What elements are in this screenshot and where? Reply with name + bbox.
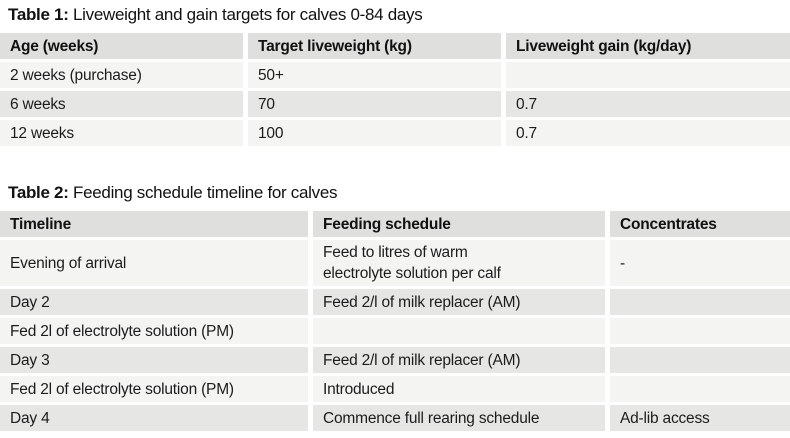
table-cell: Feed 2/l of milk replacer (AM) [313,289,605,315]
table-cell: 0.7 [506,91,790,117]
table-row: Day 3 Feed 2/l of milk replacer (AM) [0,347,790,373]
table-cell: Commence full rearing schedule [313,405,605,431]
table-cell: Ad-lib access [610,405,790,431]
table-cell: Feed 2/l of milk replacer (AM) [313,347,605,373]
table-cell: Day 3 [0,347,308,373]
table1-col-header-age: Age (weeks) [0,33,243,59]
table-cell: Fed 2l of electrolyte solution (PM) [0,318,308,344]
table2-col-header-timeline: Timeline [0,211,308,237]
table-cell [610,289,790,315]
table-row: Day 2 Feed 2/l of milk replacer (AM) [0,289,790,315]
table-cell: Day 4 [0,405,308,431]
table-row: Day 4 Commence full rearing schedule Ad-… [0,405,790,431]
table1-section: Table 1: Liveweight and gain targets for… [0,4,790,146]
table2-title-label: Table 2: [8,183,69,202]
table-cell: 100 [248,120,501,146]
table2-col-header-concentrates: Concentrates [610,211,790,237]
table-cell: 12 weeks [0,120,243,146]
table-row: 12 weeks 100 0.7 [0,120,790,146]
table-cell [313,318,605,344]
table-cell [610,376,790,402]
table1-title-text: Liveweight and gain targets for calves 0… [73,5,423,24]
table-row: Evening of arrival Feed to litres of war… [0,240,790,286]
table-cell: Feed to litres of warm electrolyte solut… [313,240,605,286]
table-cell [610,318,790,344]
table2-title-text: Feeding schedule timeline for calves [73,183,338,202]
table-row: Fed 2l of electrolyte solution (PM) [0,318,790,344]
table2: Timeline Feeding schedule Concentrates E… [0,211,790,431]
table-cell [610,347,790,373]
table-cell: 50+ [248,62,501,88]
table-cell: Day 2 [0,289,308,315]
table1-title: Table 1: Liveweight and gain targets for… [8,4,790,26]
table-cell: Introduced [313,376,605,402]
table2-section: Table 2: Feeding schedule timeline for c… [0,182,790,431]
table-row: 2 weeks (purchase) 50+ [0,62,790,88]
table-row: 6 weeks 70 0.7 [0,91,790,117]
table2-body: Evening of arrival Feed to litres of war… [0,240,790,431]
table-cell: - [610,240,790,286]
table-row: Fed 2l of electrolyte solution (PM) Intr… [0,376,790,402]
table2-title: Table 2: Feeding schedule timeline for c… [8,182,790,204]
table-cell: Evening of arrival [0,240,308,286]
table2-col-header-feeding-schedule: Feeding schedule [313,211,605,237]
table1-body: 2 weeks (purchase) 50+ 6 weeks 70 0.7 12… [0,62,790,146]
table-cell: 2 weeks (purchase) [0,62,243,88]
table-cell: 6 weeks [0,91,243,117]
table-cell: 0.7 [506,120,790,146]
table-cell: 70 [248,91,501,117]
table1-header-row: Age (weeks) Target liveweight (kg) Livew… [0,33,790,59]
table-cell [506,62,790,88]
table1-col-header-target-liveweight: Target liveweight (kg) [248,33,501,59]
table2-header-row: Timeline Feeding schedule Concentrates [0,211,790,237]
table1-col-header-liveweight-gain: Liveweight gain (kg/day) [506,33,790,59]
table-cell: Fed 2l of electrolyte solution (PM) [0,376,308,402]
table1: Age (weeks) Target liveweight (kg) Livew… [0,33,790,146]
table1-title-label: Table 1: [8,5,69,24]
